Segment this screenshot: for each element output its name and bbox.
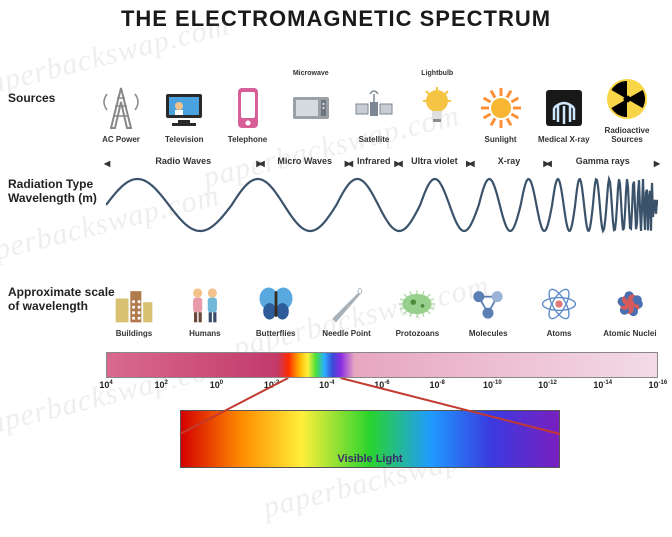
source-label: Sunlight <box>485 136 517 144</box>
protozoans-icon <box>395 282 439 326</box>
scale-buildings: Buildings <box>106 282 162 338</box>
scale-humans: Humans <box>177 282 233 338</box>
radiation-type-segment: ◀Radio Waves▶ <box>106 156 261 166</box>
radioactive-icon <box>603 75 651 123</box>
source-xray: Medical X-ray <box>533 84 595 144</box>
source-label: Television <box>165 136 204 144</box>
humans-icon <box>183 282 227 326</box>
scale-protozoans: Protozoans <box>389 282 445 338</box>
source-radioactive: Radioactive Sources <box>596 75 658 144</box>
radiation-row: ◀Radio Waves▶◀Micro Waves▶◀Infrared▶◀Ult… <box>106 156 658 242</box>
wave-diagram <box>106 174 658 236</box>
radiation-type-labels: ◀Radio Waves▶◀Micro Waves▶◀Infrared▶◀Ult… <box>106 156 658 172</box>
label-scale: Approximate scale of wavelength <box>8 286 115 314</box>
radiation-type-segment: ◀Gamma rays▶ <box>548 156 658 166</box>
scale-atoms: Atoms <box>531 282 587 338</box>
scale-label: Needle Point <box>322 329 370 338</box>
scale-nuclei: Atomic Nuclei <box>602 282 658 338</box>
diagram-title: THE ELECTROMAGNETIC SPECTRUM <box>0 0 672 32</box>
molecules-icon <box>466 282 510 326</box>
butterflies-icon <box>254 282 298 326</box>
sunlight-icon <box>477 84 525 132</box>
source-label: Satellite <box>359 136 390 144</box>
wavelength-gradient-bar <box>106 352 658 378</box>
source-sunlight: Sunlight <box>470 84 532 144</box>
scale-label: Atoms <box>547 329 572 338</box>
television-icon <box>160 84 208 132</box>
visible-spectrum-label: Visible Light <box>181 453 559 465</box>
scale-label: Butterflies <box>256 329 296 338</box>
source-label: Medical X-ray <box>538 136 590 144</box>
source-satellite: Satellite <box>343 84 405 144</box>
scale-molecules: Molecules <box>460 282 516 338</box>
source-label-top: Lightbulb <box>421 70 453 77</box>
atoms-icon <box>537 282 581 326</box>
scale-needle: Needle Point <box>319 282 375 338</box>
source-television: Television <box>153 84 215 144</box>
scale-row: Buildings Humans Butterflies Needle Poin… <box>106 256 658 338</box>
source-telephone: Telephone <box>217 84 279 144</box>
satellite-icon <box>350 84 398 132</box>
telephone-icon <box>224 84 272 132</box>
label-radiation: Radiation Type Wavelength (m) <box>8 178 97 206</box>
scale-label: Atomic Nuclei <box>603 329 656 338</box>
source-label: Telephone <box>228 136 267 144</box>
lightbulb-icon <box>413 83 461 131</box>
source-label-top: Microwave <box>293 70 329 77</box>
sources-row: AC Power Television Telephone Microwave M… <box>90 48 658 144</box>
scale-label: Humans <box>189 329 221 338</box>
needle-icon <box>325 282 369 326</box>
source-label: Radioactive Sources <box>596 127 658 144</box>
buildings-icon <box>112 282 156 326</box>
microwave-icon <box>287 83 335 131</box>
scale-butterflies: Butterflies <box>248 282 304 338</box>
label-sources: Sources <box>8 92 55 106</box>
source-lightbulb: Lightbulb Lightbulb <box>406 70 468 144</box>
source-label: AC Power <box>102 136 140 144</box>
radiation-type-segment: ◀Infrared▶ <box>349 156 399 166</box>
source-microwave: Microwave Microwave <box>280 70 342 144</box>
ac-power-icon <box>97 84 145 132</box>
scale-label: Molecules <box>469 329 508 338</box>
source-ac-power: AC Power <box>90 84 152 144</box>
wavelength-ticks: 10410210010-210-410-610-810-1010-1210-14… <box>106 380 658 398</box>
nuclei-icon <box>608 282 652 326</box>
radiation-type-segment: ◀Ultra violet▶ <box>399 156 471 166</box>
scale-label: Protozoans <box>396 329 440 338</box>
radiation-type-segment: ◀X-ray▶ <box>470 156 547 166</box>
scale-label: Buildings <box>116 329 152 338</box>
xray-icon <box>540 84 588 132</box>
radiation-type-segment: ◀Micro Waves▶ <box>261 156 349 166</box>
visible-spectrum-box: Visible Light <box>180 410 560 468</box>
